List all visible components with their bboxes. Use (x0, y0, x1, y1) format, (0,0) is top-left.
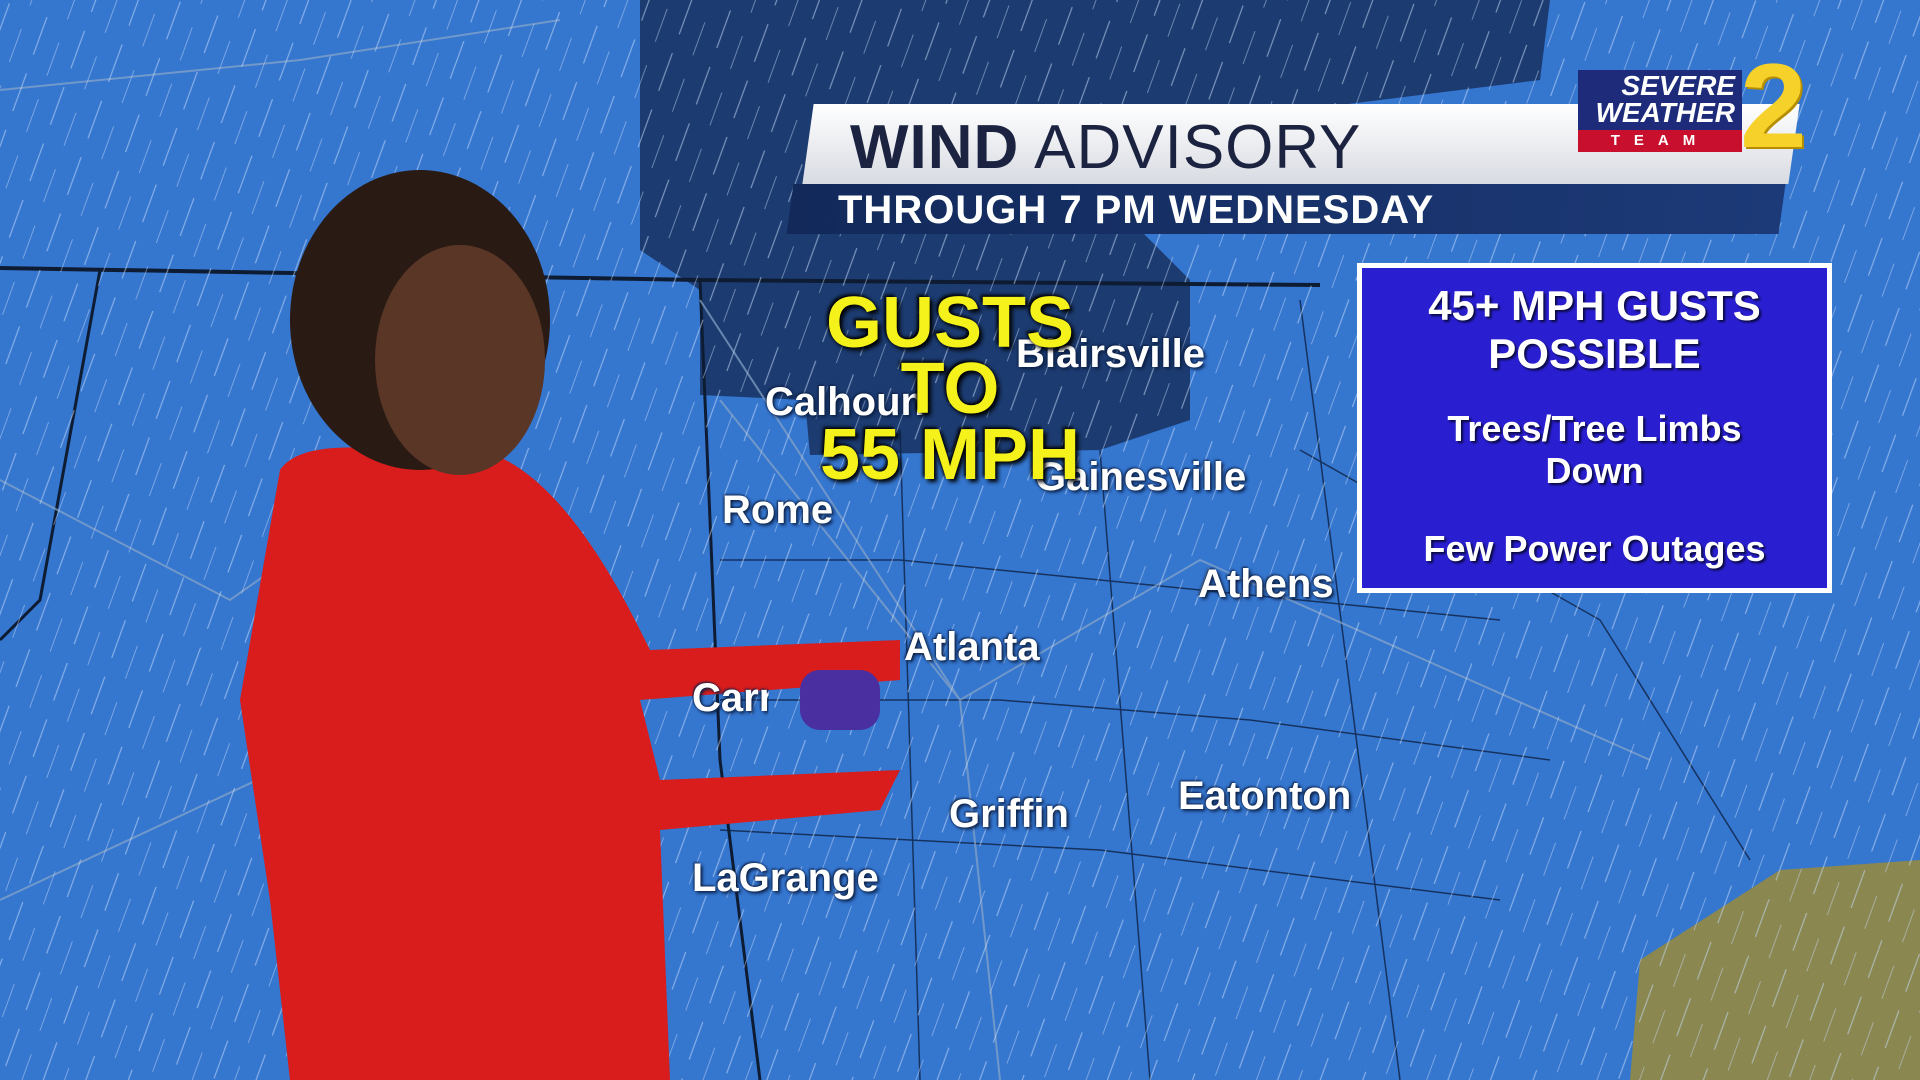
info-impact-1a: Trees/Tree Limbs (1447, 408, 1742, 449)
presenter (240, 170, 900, 1080)
gusts-line1: GUSTS TO (825, 283, 1075, 429)
city-label-blairsville: Blairsville (1016, 332, 1206, 376)
gusts-callout: GUSTS TO 55 MPH (770, 283, 1130, 495)
city-label-lagrange: LaGrange (692, 856, 879, 900)
logo-line2: WEATHER (1595, 97, 1735, 128)
city-label-carrollton: Carrollton (692, 676, 768, 721)
info-heading-2: POSSIBLE (1488, 330, 1701, 377)
info-impact-2: Few Power Outages (1423, 528, 1766, 569)
logo-text: SEVERE WEATHER (1585, 70, 1735, 128)
banner-subtitle: THROUGH 7 PM WEDNESDAY (838, 188, 1435, 232)
city-label-griffin: Griffin (949, 792, 1069, 836)
city-label-calhoun: Calhoun (765, 380, 925, 424)
title-light: ADVISORY (1034, 113, 1362, 182)
city-label-athens: Athens (1198, 562, 1334, 606)
banner-title: WIND ADVISORY (850, 112, 1361, 183)
logo-line1: SEVERE (1621, 70, 1735, 101)
city-label-atlanta: Atlanta (904, 625, 1040, 669)
city-label-eatonton: Eatonton (1178, 774, 1352, 818)
gusts-line2: 55 MPH (819, 415, 1081, 495)
title-bold: WIND (850, 113, 1020, 182)
impact-info-box: 45+ MPH GUSTS POSSIBLE Trees/Tree Limbs Do… (1357, 263, 1832, 593)
city-label-gainesville: Gainesville (1035, 455, 1247, 499)
info-heading-1: 45+ MPH GUSTS (1428, 282, 1761, 329)
info-impact-1b: Down (1545, 450, 1644, 491)
logo-team: TEAM (1578, 130, 1742, 152)
logo-number: 2 (1740, 39, 1807, 173)
city-label-rome: Rome (722, 488, 834, 532)
